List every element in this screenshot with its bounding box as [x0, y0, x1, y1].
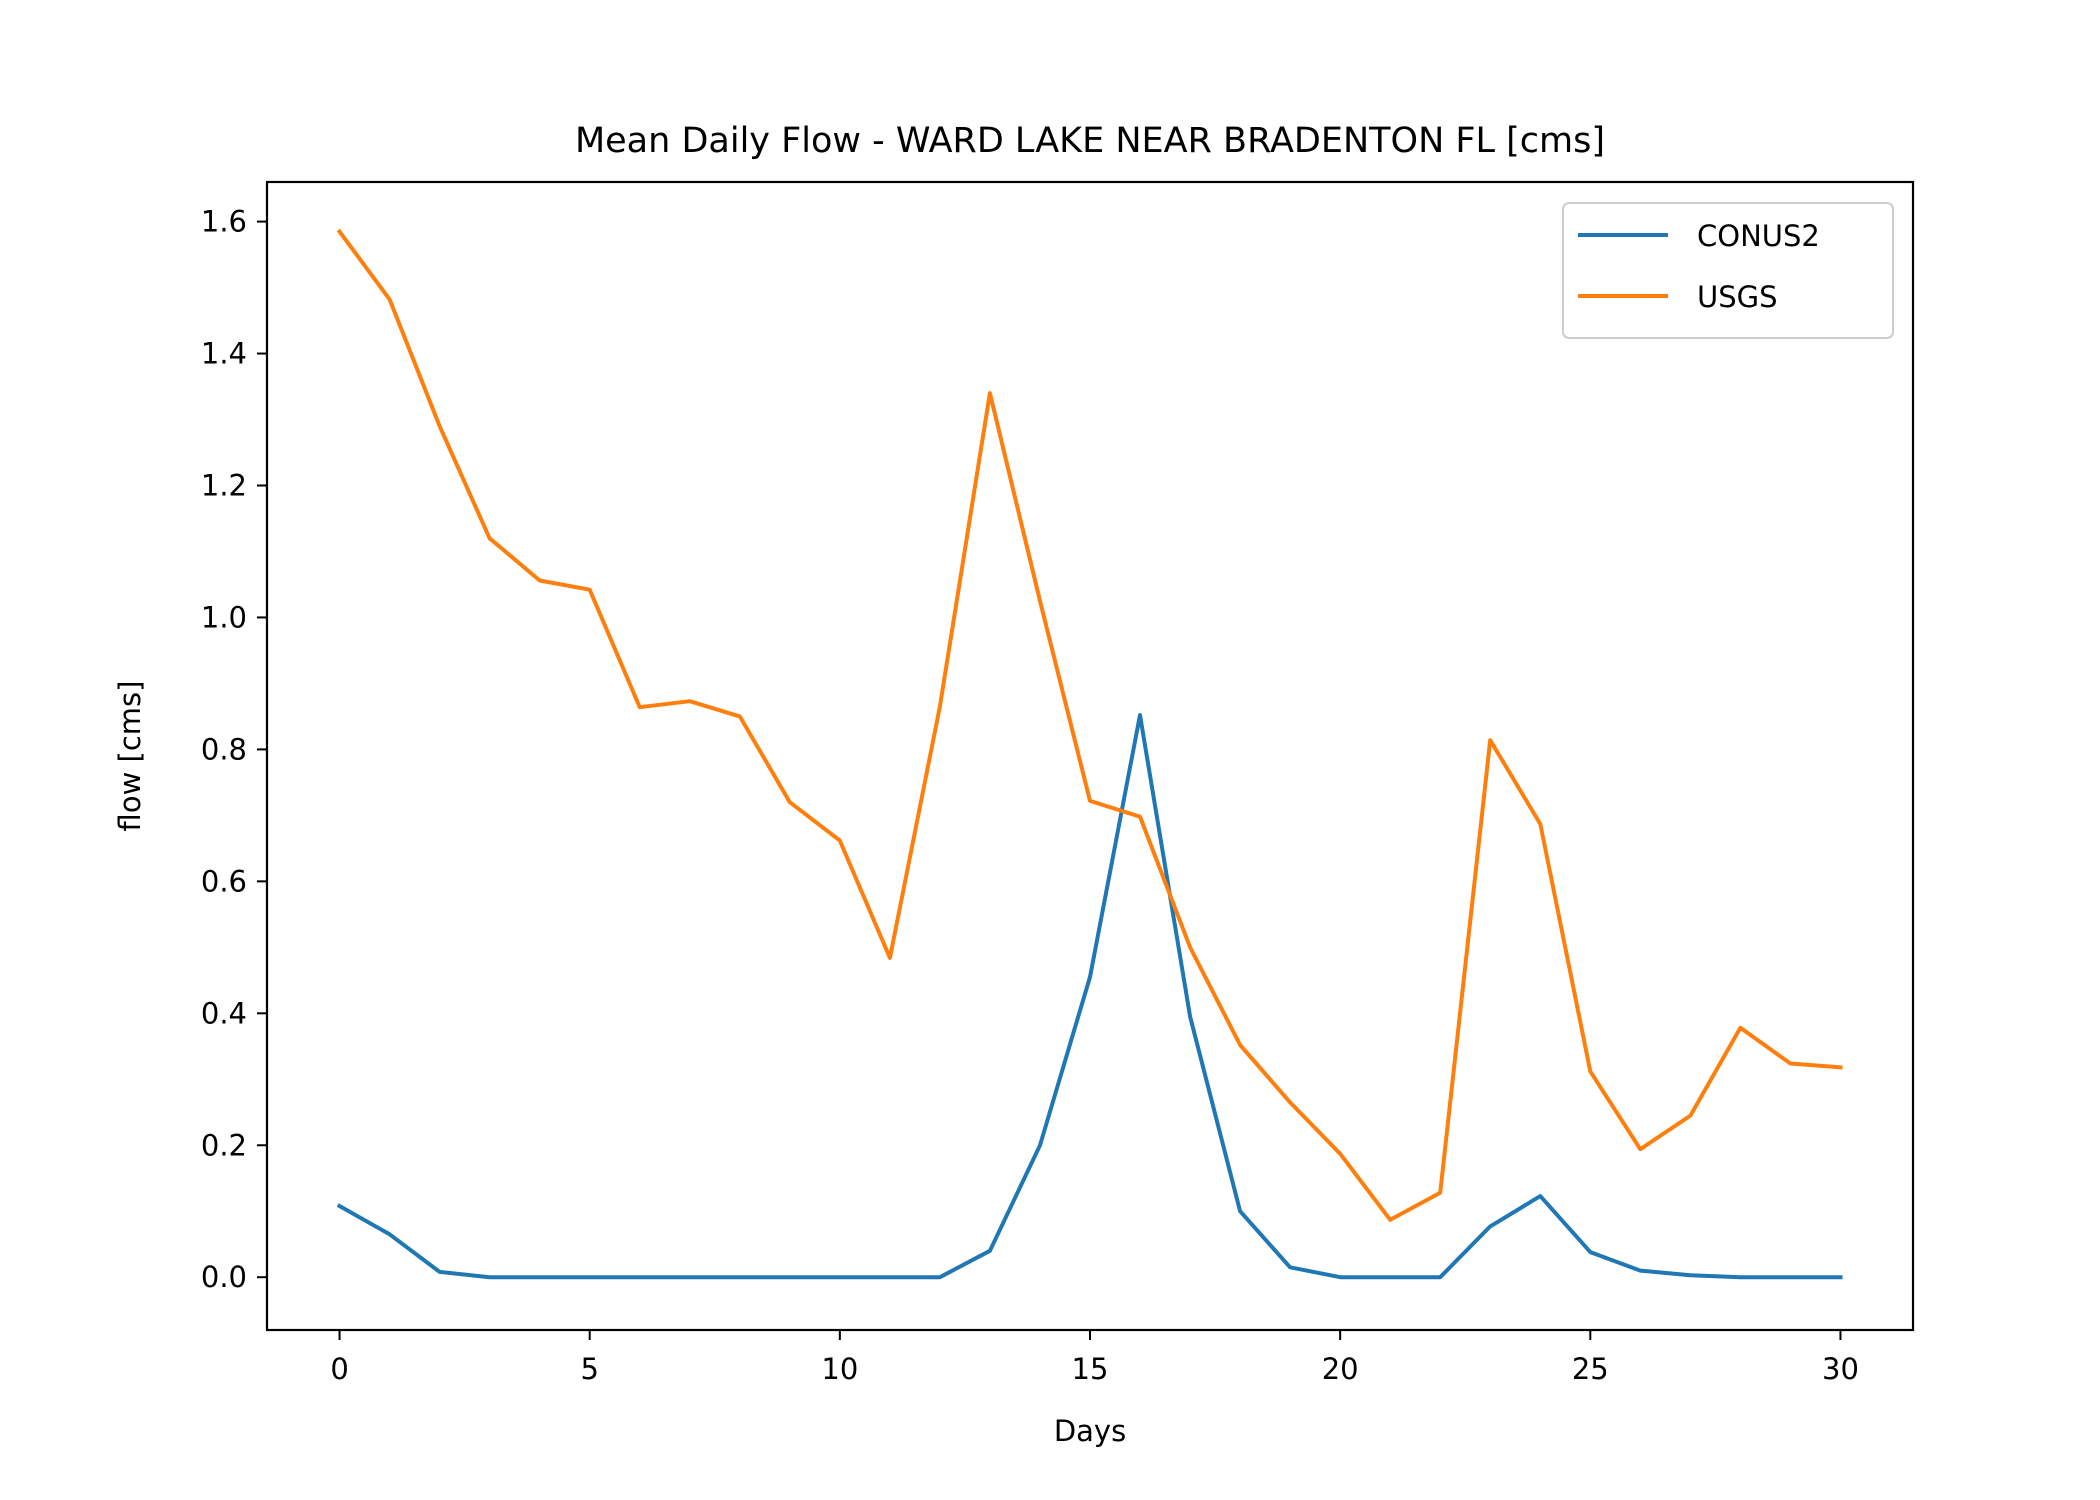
- y-tick-label: 1.0: [201, 600, 247, 634]
- y-axis: 0.0 0.2 0.4 0.6 0.8 1.0 1.2 1.4 1.6: [201, 205, 267, 1294]
- legend-label-usgs: USGS: [1697, 280, 1778, 314]
- x-tick-label: 30: [1822, 1352, 1859, 1386]
- x-axis-label: Days: [1054, 1414, 1126, 1448]
- y-tick-label: 1.4: [201, 337, 247, 371]
- x-tick-label: 10: [821, 1352, 858, 1386]
- x-tick-label: 0: [330, 1352, 348, 1386]
- plot-frame: [265, 180, 1915, 1332]
- series-lines: [336, 228, 1843, 1280]
- chart-title: Mean Daily Flow - WARD LAKE NEAR BRADENT…: [575, 121, 1605, 161]
- x-axis: 0 5 10 15 20 25 30: [330, 1330, 1859, 1386]
- y-tick-label: 0.6: [201, 864, 247, 898]
- x-tick-label: 15: [1072, 1352, 1109, 1386]
- y-tick-label: 1.2: [201, 468, 247, 502]
- y-axis-label: flow [cms]: [113, 681, 147, 832]
- x-tick-label: 5: [580, 1352, 598, 1386]
- y-tick-label: 0.8: [201, 732, 247, 766]
- series-line-conus2: [336, 713, 1843, 1280]
- y-tick-label: 0.0: [201, 1260, 247, 1294]
- legend-label-conus2: CONUS2: [1697, 219, 1820, 253]
- series-line-usgs: [336, 228, 1843, 1222]
- y-tick-label: 0.2: [201, 1128, 247, 1162]
- y-tick-label: 0.4: [201, 996, 247, 1030]
- legend: CONUS2 USGS: [1562, 202, 1894, 339]
- x-tick-label: 25: [1572, 1352, 1609, 1386]
- y-tick-label: 1.6: [201, 205, 247, 239]
- x-tick-label: 20: [1322, 1352, 1359, 1386]
